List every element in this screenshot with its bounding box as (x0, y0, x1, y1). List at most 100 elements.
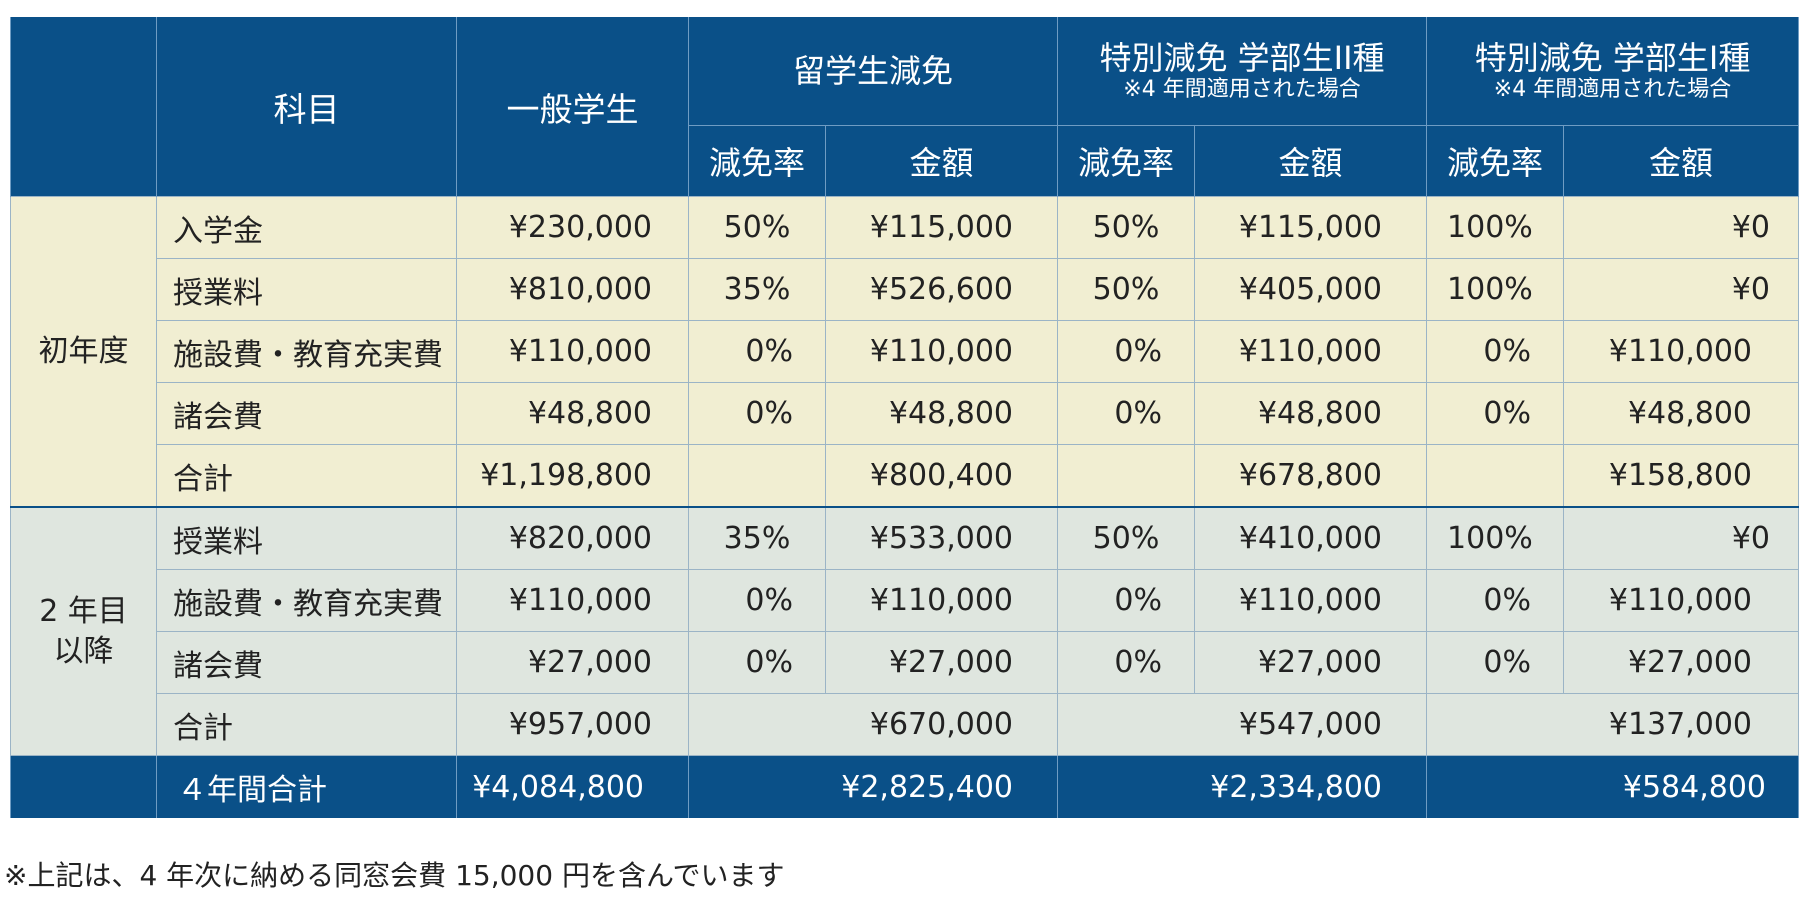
header-group-special-type1: 特別減免 学部生I種 ※4 年間適用された場合 (1426, 17, 1800, 126)
amount: ¥110,000 (1563, 569, 1800, 632)
header-subject: 科目 (156, 17, 457, 197)
amount: ¥670,000 (687, 693, 1059, 756)
rate (688, 444, 826, 508)
table-row: 授業料 ¥810,000 35% ¥526,600 50% ¥405,000 1… (11, 258, 1800, 321)
rate: 50% (1057, 258, 1196, 321)
general-amount: ¥957,000 (456, 693, 689, 756)
rate: 100% (1426, 196, 1565, 259)
item-label: 授業料 (156, 506, 457, 570)
amount: ¥533,000 (824, 506, 1059, 570)
rate: 50% (688, 196, 826, 259)
amount: ¥110,000 (1194, 569, 1428, 632)
item-label: 合計 (156, 444, 457, 508)
amount: ¥405,000 (1194, 258, 1428, 321)
amount: ¥48,800 (824, 382, 1059, 445)
group-title: 特別減免 学部生I種 (1474, 39, 1751, 77)
rate: 100% (1426, 258, 1565, 321)
amount: ¥158,800 (1563, 444, 1800, 508)
item-label: 諸会費 (156, 382, 457, 445)
item-label: 入学金 (156, 196, 457, 259)
general-amount: ¥1,198,800 (456, 444, 689, 508)
rate (1426, 444, 1565, 508)
amount: ¥115,000 (824, 196, 1059, 259)
rate: 0% (1057, 569, 1196, 632)
group-title: 留学生減免 (793, 52, 954, 90)
section-first-year: 初年度 (10, 196, 157, 508)
general-amount: ¥110,000 (456, 569, 689, 632)
table-row: 諸会費 ¥27,000 0% ¥27,000 0% ¥27,000 0% ¥27… (11, 631, 1800, 694)
amount: ¥48,800 (1194, 382, 1428, 445)
rate: 0% (688, 569, 826, 632)
table-row: 2 年目 以降 授業料 ¥820,000 35% ¥533,000 50% ¥4… (10, 506, 1800, 756)
amount: ¥0 (1563, 506, 1800, 570)
amount: ¥526,600 (824, 258, 1059, 321)
rate: 0% (1057, 320, 1196, 383)
header-amount: 金額 (1194, 125, 1428, 197)
amount: ¥0 (1563, 258, 1800, 321)
item-label: 授業料 (156, 258, 457, 321)
table-row: 施設費・教育充実費 ¥110,000 0% ¥110,000 0% ¥110,0… (11, 320, 1800, 383)
footnote: ※上記は、4 年次に納める同窓会費 15,000 円を含んでいます (4, 859, 785, 892)
amount: ¥110,000 (824, 320, 1059, 383)
amount: ¥110,000 (824, 569, 1059, 632)
amount: ¥48,800 (1563, 382, 1800, 445)
rate: 0% (688, 320, 826, 383)
table-row: 施設費・教育充実費 ¥110,000 0% ¥110,000 0% ¥110,0… (11, 569, 1800, 632)
header-general-student: 一般学生 (456, 17, 689, 197)
total-label: ４年間合計 (156, 755, 457, 818)
header-rate: 減免率 (1426, 125, 1565, 197)
section-later-years: 2 年目 以降 (10, 506, 157, 756)
rate (1057, 444, 1196, 508)
rate: 35% (688, 506, 826, 570)
table-row-subtotal: 合計 ¥1,198,800 ¥800,400 ¥678,800 ¥158,800 (11, 444, 1800, 508)
header-blank-cell (10, 17, 157, 197)
amount: ¥137,000 (1426, 693, 1800, 756)
rate: 50% (1057, 196, 1196, 259)
rate: 0% (688, 631, 826, 694)
section-label-line: 2 年目 (39, 593, 128, 629)
item-label: 施設費・教育充実費 (156, 569, 457, 632)
header-amount: 金額 (1563, 125, 1800, 197)
general-amount: ¥110,000 (456, 320, 689, 383)
rate: 50% (1057, 506, 1196, 570)
table-row-subtotal: 合計 ¥957,000 ¥670,000 ¥547,000 ¥137,000 (11, 693, 1800, 756)
header-group-international: 留学生減免 (687, 17, 1059, 126)
header-rate: 減免率 (688, 125, 826, 197)
rate: 100% (1426, 506, 1565, 570)
group-note: ※4 年間適用された場合 (1493, 77, 1732, 102)
amount: ¥547,000 (1057, 693, 1428, 756)
amount: ¥110,000 (1563, 320, 1800, 383)
amount: ¥27,000 (1563, 631, 1800, 694)
group-note: ※4 年間適用された場合 (1123, 77, 1361, 102)
table-row: 初年度 入学金 ¥230,000 50% ¥115,000 50% ¥115,0… (10, 196, 1800, 508)
rate: 35% (688, 258, 826, 321)
header-rate: 減免率 (1057, 125, 1196, 197)
general-amount: ¥27,000 (456, 631, 689, 694)
tuition-fee-table: 科目 一般学生 留学生減免 特別減免 学部生II種 ※4 年間適用された場合 特… (10, 17, 1800, 818)
amount: ¥0 (1563, 196, 1800, 259)
general-amount: ¥820,000 (456, 506, 689, 570)
item-label: 諸会費 (156, 631, 457, 694)
rate: 0% (1057, 382, 1196, 445)
amount: ¥678,800 (1194, 444, 1428, 508)
rate: 0% (1426, 382, 1565, 445)
rate: 0% (1426, 631, 1565, 694)
table-row: 諸会費 ¥48,800 0% ¥48,800 0% ¥48,800 0% ¥48… (11, 382, 1800, 445)
amount: ¥110,000 (1194, 320, 1428, 383)
total-international: ¥2,825,400 (687, 755, 1059, 818)
item-label: 合計 (156, 693, 457, 756)
amount: ¥800,400 (824, 444, 1059, 508)
rate: 0% (1426, 569, 1565, 632)
header-group-special-type2: 特別減免 学部生II種 ※4 年間適用された場合 (1057, 17, 1428, 126)
amount: ¥410,000 (1194, 506, 1428, 570)
section-label-line: 以降 (53, 633, 114, 669)
rate: 0% (1426, 320, 1565, 383)
amount: ¥27,000 (1194, 631, 1428, 694)
total-special-type2: ¥2,334,800 (1057, 755, 1428, 818)
general-amount: ¥810,000 (456, 258, 689, 321)
general-amount: ¥48,800 (456, 382, 689, 445)
rate: 0% (1057, 631, 1196, 694)
group-title: 特別減免 学部生II種 (1099, 39, 1385, 77)
item-label: 施設費・教育充実費 (156, 320, 457, 383)
total-row: ４年間合計 ¥4,084,800 ¥2,825,400 ¥2,334,800 ¥… (10, 755, 1800, 818)
